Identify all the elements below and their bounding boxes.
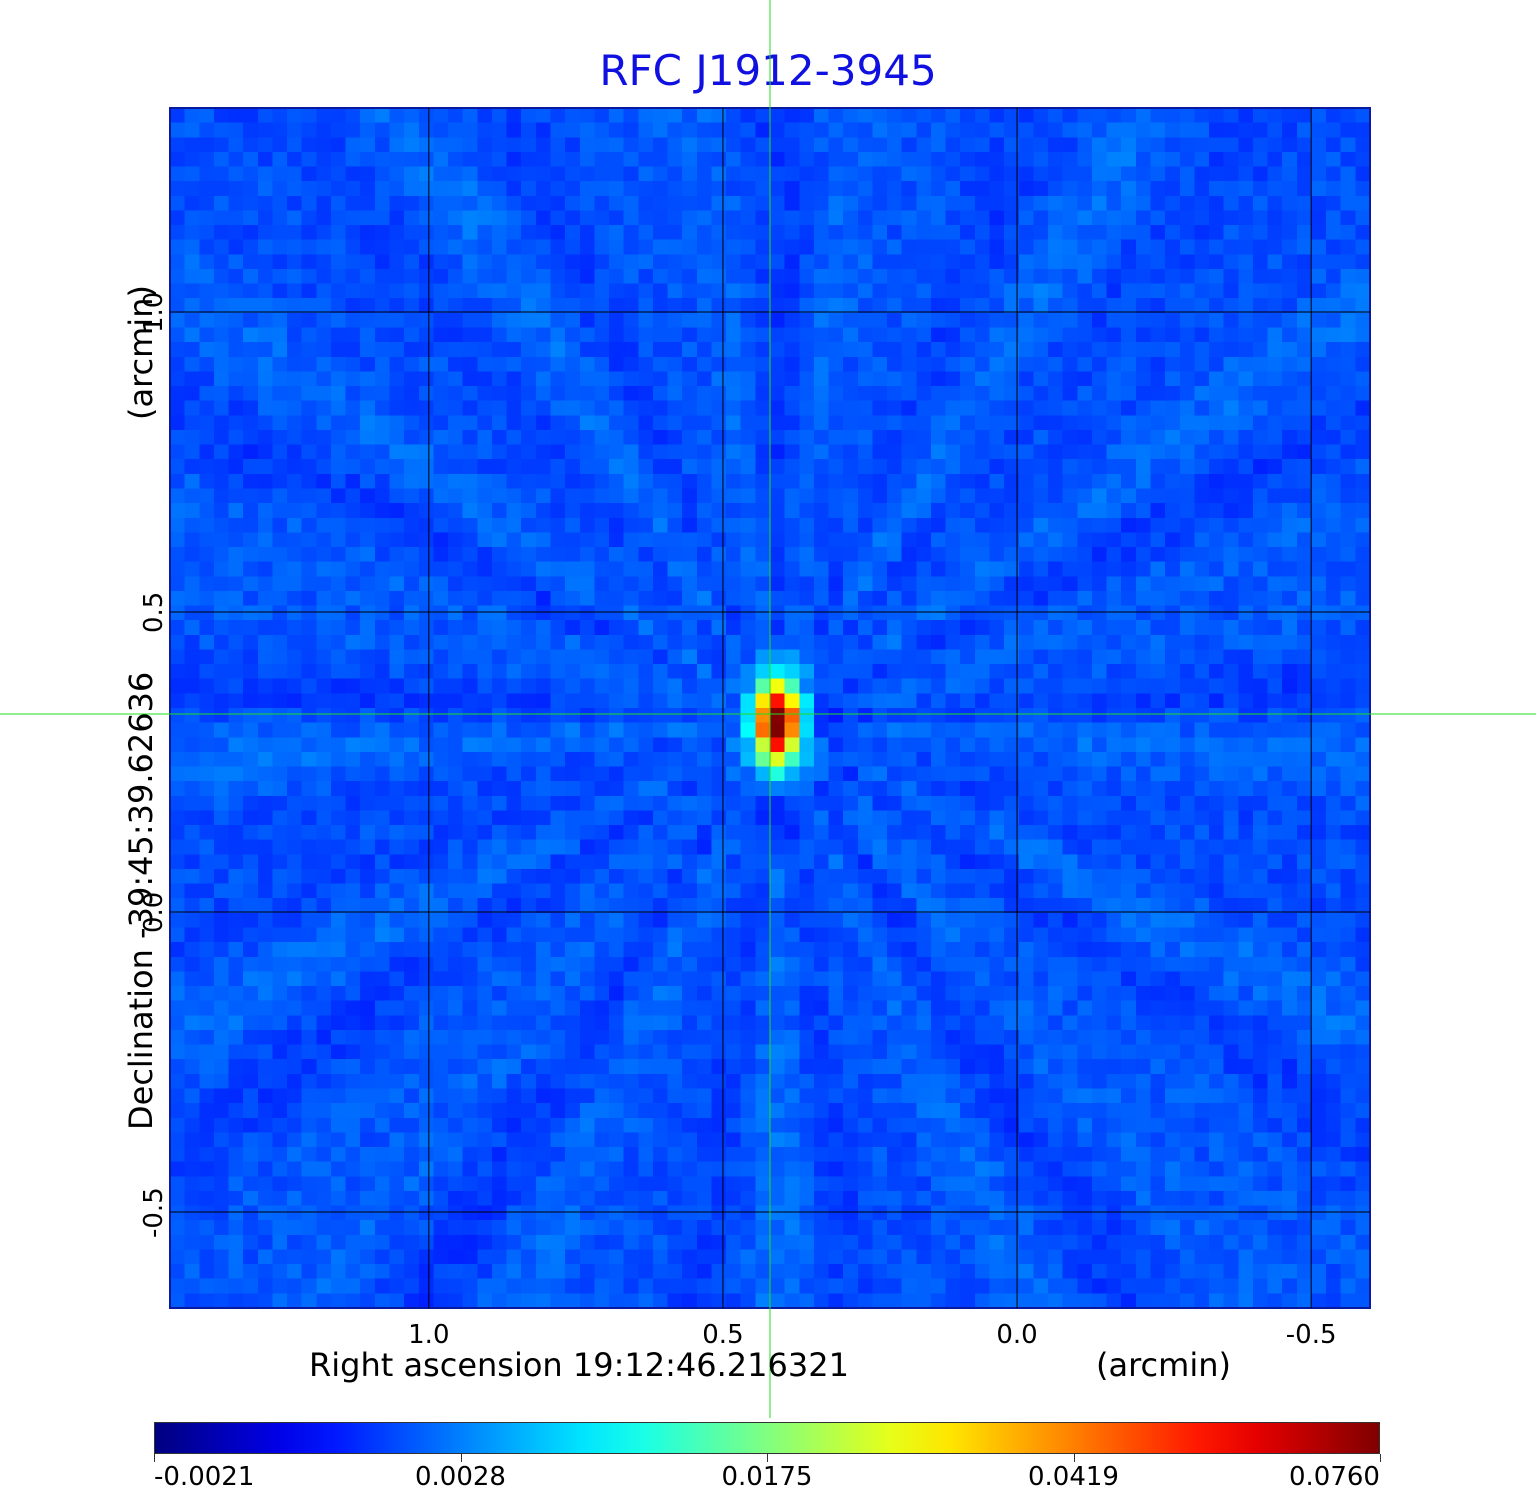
x-tick-label: -0.5 bbox=[1285, 1320, 1337, 1350]
colorbar-tick-mark bbox=[767, 1454, 768, 1462]
colorbar bbox=[154, 1422, 1380, 1454]
heatmap-image bbox=[170, 108, 1370, 1308]
colorbar-tick-label: 0.0760 bbox=[1289, 1462, 1380, 1492]
colorbar-tick-label: -0.0021 bbox=[154, 1462, 255, 1492]
x-tick-label: 0.0 bbox=[996, 1320, 1038, 1350]
x-axis-label: Right ascension 19:12:46.216321 bbox=[309, 1346, 849, 1384]
chart-title: RFC J1912-3945 bbox=[599, 46, 937, 95]
colorbar-tick-mark bbox=[1380, 1454, 1381, 1462]
colorbar-tick-mark bbox=[154, 1454, 155, 1462]
colorbar-tick-mark bbox=[1073, 1454, 1075, 1462]
y-tick-label: -0.5 bbox=[139, 1186, 169, 1238]
colorbar-tick-mark bbox=[460, 1454, 462, 1462]
y-tick-label: 0.5 bbox=[139, 591, 169, 633]
colorbar-tick-label: 0.0419 bbox=[1028, 1462, 1119, 1492]
x-tick-label: 0.5 bbox=[702, 1320, 744, 1350]
x-tick-label: 1.0 bbox=[408, 1320, 450, 1350]
y-tick-label: 1.0 bbox=[139, 291, 169, 333]
colorbar-tick-label: 0.0175 bbox=[721, 1462, 813, 1492]
x-axis-unit: (arcmin) bbox=[1096, 1346, 1231, 1384]
y-tick-label: 0.0 bbox=[139, 891, 169, 933]
colorbar-tick-label: 0.0028 bbox=[415, 1462, 506, 1492]
